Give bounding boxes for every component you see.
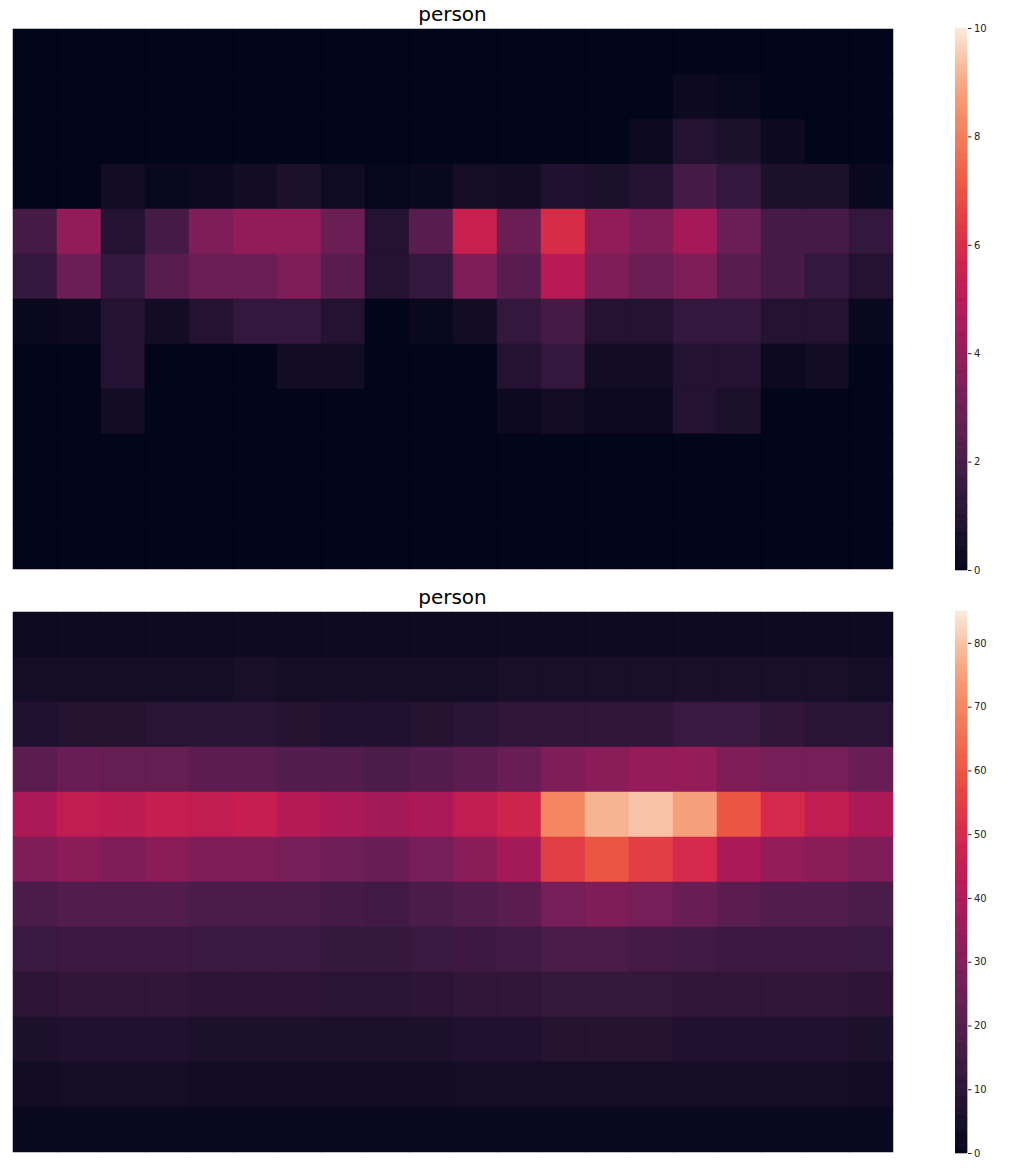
svg-text:60: 60	[974, 765, 987, 776]
svg-text:80: 80	[974, 638, 987, 649]
svg-text:8: 8	[974, 131, 980, 142]
svg-text:0: 0	[974, 1148, 980, 1159]
svg-text:10: 10	[974, 23, 987, 34]
svg-text:70: 70	[974, 701, 987, 712]
svg-text:2: 2	[974, 456, 980, 467]
html-text:person: person	[418, 2, 487, 26]
svg-text:4: 4	[974, 348, 980, 359]
svg-text:20: 20	[974, 1020, 987, 1031]
svg-text:50: 50	[974, 829, 987, 840]
svg-text:30: 30	[974, 956, 987, 967]
html-text:person: person	[418, 585, 487, 609]
svg-text:10: 10	[974, 1084, 987, 1095]
svg-text:6: 6	[974, 240, 980, 251]
svg-text:0: 0	[974, 565, 980, 576]
svg-text:40: 40	[974, 893, 987, 904]
